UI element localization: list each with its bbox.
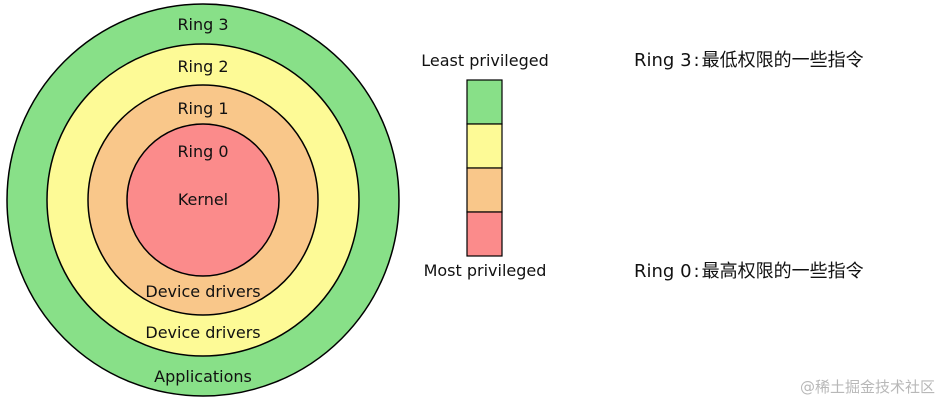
ring-2-label: Ring 2 <box>177 57 228 76</box>
ring-0-note-sep: : <box>693 261 700 282</box>
least-privileged-label: Least privileged <box>421 51 549 70</box>
most-privileged-label: Most privileged <box>424 261 547 280</box>
ring-3-note-ring: Ring 3 <box>634 50 692 71</box>
ring-2-content-label: Device drivers <box>145 323 260 342</box>
ring-3-note: Ring 3: 最低权限的一些指令 <box>634 46 864 72</box>
ring-3-note-text: 最低权限的一些指令 <box>701 50 864 71</box>
ring-0-label: Ring 0 <box>177 142 228 161</box>
ring-3-note-sep: : <box>693 50 700 71</box>
kernel-label: Kernel <box>178 190 228 209</box>
ring-1-label: Ring 1 <box>177 99 228 118</box>
applications-label: Applications <box>154 367 252 386</box>
scale-swatch-ring0 <box>466 211 503 257</box>
ring-1-content-label: Device drivers <box>145 282 260 301</box>
ring-3-label: Ring 3 <box>177 15 228 34</box>
ring-0-note-ring: Ring 0 <box>634 261 692 282</box>
scale-swatch-ring1 <box>466 167 503 213</box>
ring-0-note-text: 最高权限的一些指令 <box>701 261 864 282</box>
ring-0-circle <box>126 123 280 277</box>
ring-0-note: Ring 0: 最高权限的一些指令 <box>634 257 864 283</box>
scale-swatch-ring2 <box>466 123 503 169</box>
watermark: @稀土掘金技术社区 <box>799 378 935 396</box>
scale-swatch-ring3 <box>466 79 503 125</box>
